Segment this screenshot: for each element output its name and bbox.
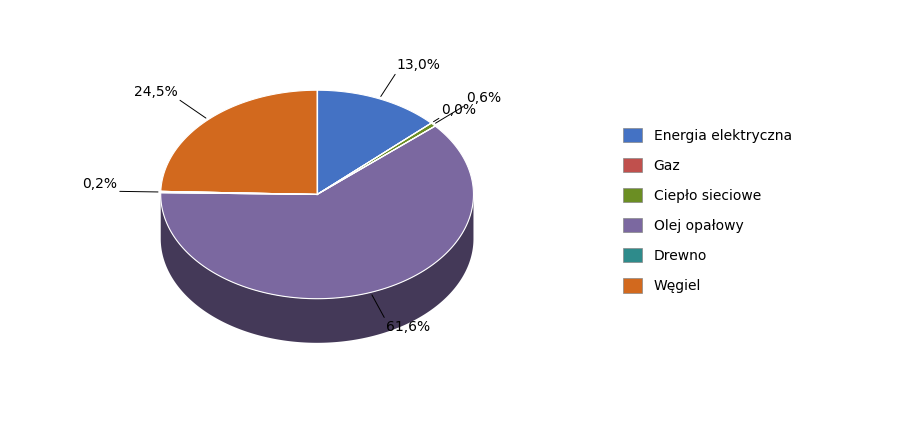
Text: 0,0%: 0,0%	[441, 103, 477, 117]
Polygon shape	[160, 126, 474, 299]
Text: 0,6%: 0,6%	[466, 91, 501, 105]
Polygon shape	[160, 195, 474, 343]
Text: 13,0%: 13,0%	[397, 58, 440, 72]
Text: 61,6%: 61,6%	[386, 320, 429, 334]
Polygon shape	[160, 90, 317, 195]
Legend: Energia elektryczna, Gaz, Ciepło sieciowe, Olej opałowy, Drewno, Węgiel: Energia elektryczna, Gaz, Ciepło sieciow…	[623, 128, 792, 293]
Polygon shape	[317, 123, 435, 195]
Text: 0,2%: 0,2%	[82, 177, 117, 191]
Polygon shape	[317, 90, 431, 195]
Text: 24,5%: 24,5%	[134, 85, 178, 99]
Polygon shape	[160, 192, 317, 195]
